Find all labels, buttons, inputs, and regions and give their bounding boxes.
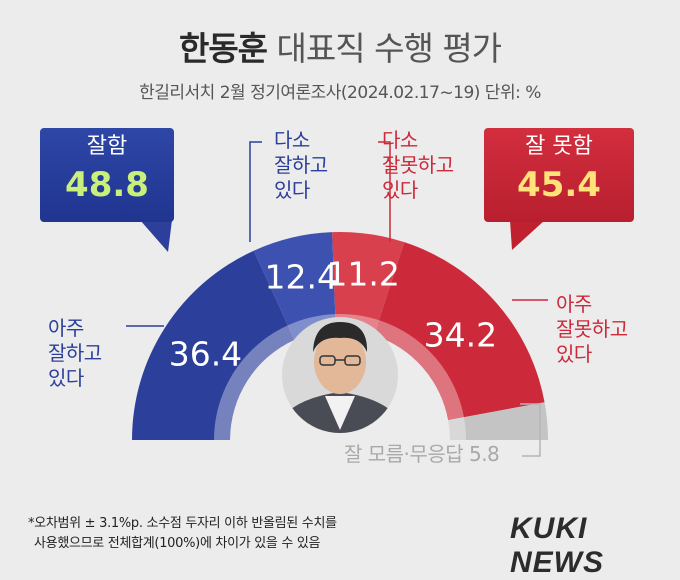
chart-title: 한동훈 대표직 수행 평가 [178,29,502,68]
footnote: *오차범위 ± 3.1%p. 소수점 두자리 이하 반올림된 수치를 사용했으므… [28,516,337,551]
good-total-value: 48.8 [65,165,149,205]
slice-value-label: 36.4 [169,334,242,373]
leader-line [249,141,262,242]
bubble-pointer [140,220,172,252]
donut-slice [253,232,336,340]
good-total-box: 잘함 48.8 [40,128,174,222]
label-unknown: 잘 모름·무응답 5.8 [344,442,500,466]
slice-value-label: 34.2 [424,316,497,355]
bad-total-box: 잘 못함 45.4 [484,128,634,222]
label-somewhat-bad: 다소 잘못하고 있다 [382,128,454,202]
leader-line [378,141,391,242]
label-very-good: 아주 잘하고 있다 [48,316,102,390]
leader-line [520,403,541,457]
donut-slice [373,242,545,421]
donut-slice [448,402,548,440]
bad-total-label: 잘 못함 [525,134,593,159]
label-somewhat-good: 다소 잘하고 있다 [274,128,328,202]
donut-slice [332,232,405,336]
donut-slice [132,250,295,440]
good-total-label: 잘함 [86,134,128,159]
slice-value-label: 11.2 [326,255,399,294]
slice-value-label: 12.4 [265,258,338,297]
bad-total-value: 45.4 [517,165,601,205]
bubble-pointer [510,220,545,250]
label-very-bad: 아주 잘못하고 있다 [556,292,628,366]
chart-subtitle: 한길리서치 2월 정기여론조사(2024.02.17~19) 단위: % [139,83,541,103]
